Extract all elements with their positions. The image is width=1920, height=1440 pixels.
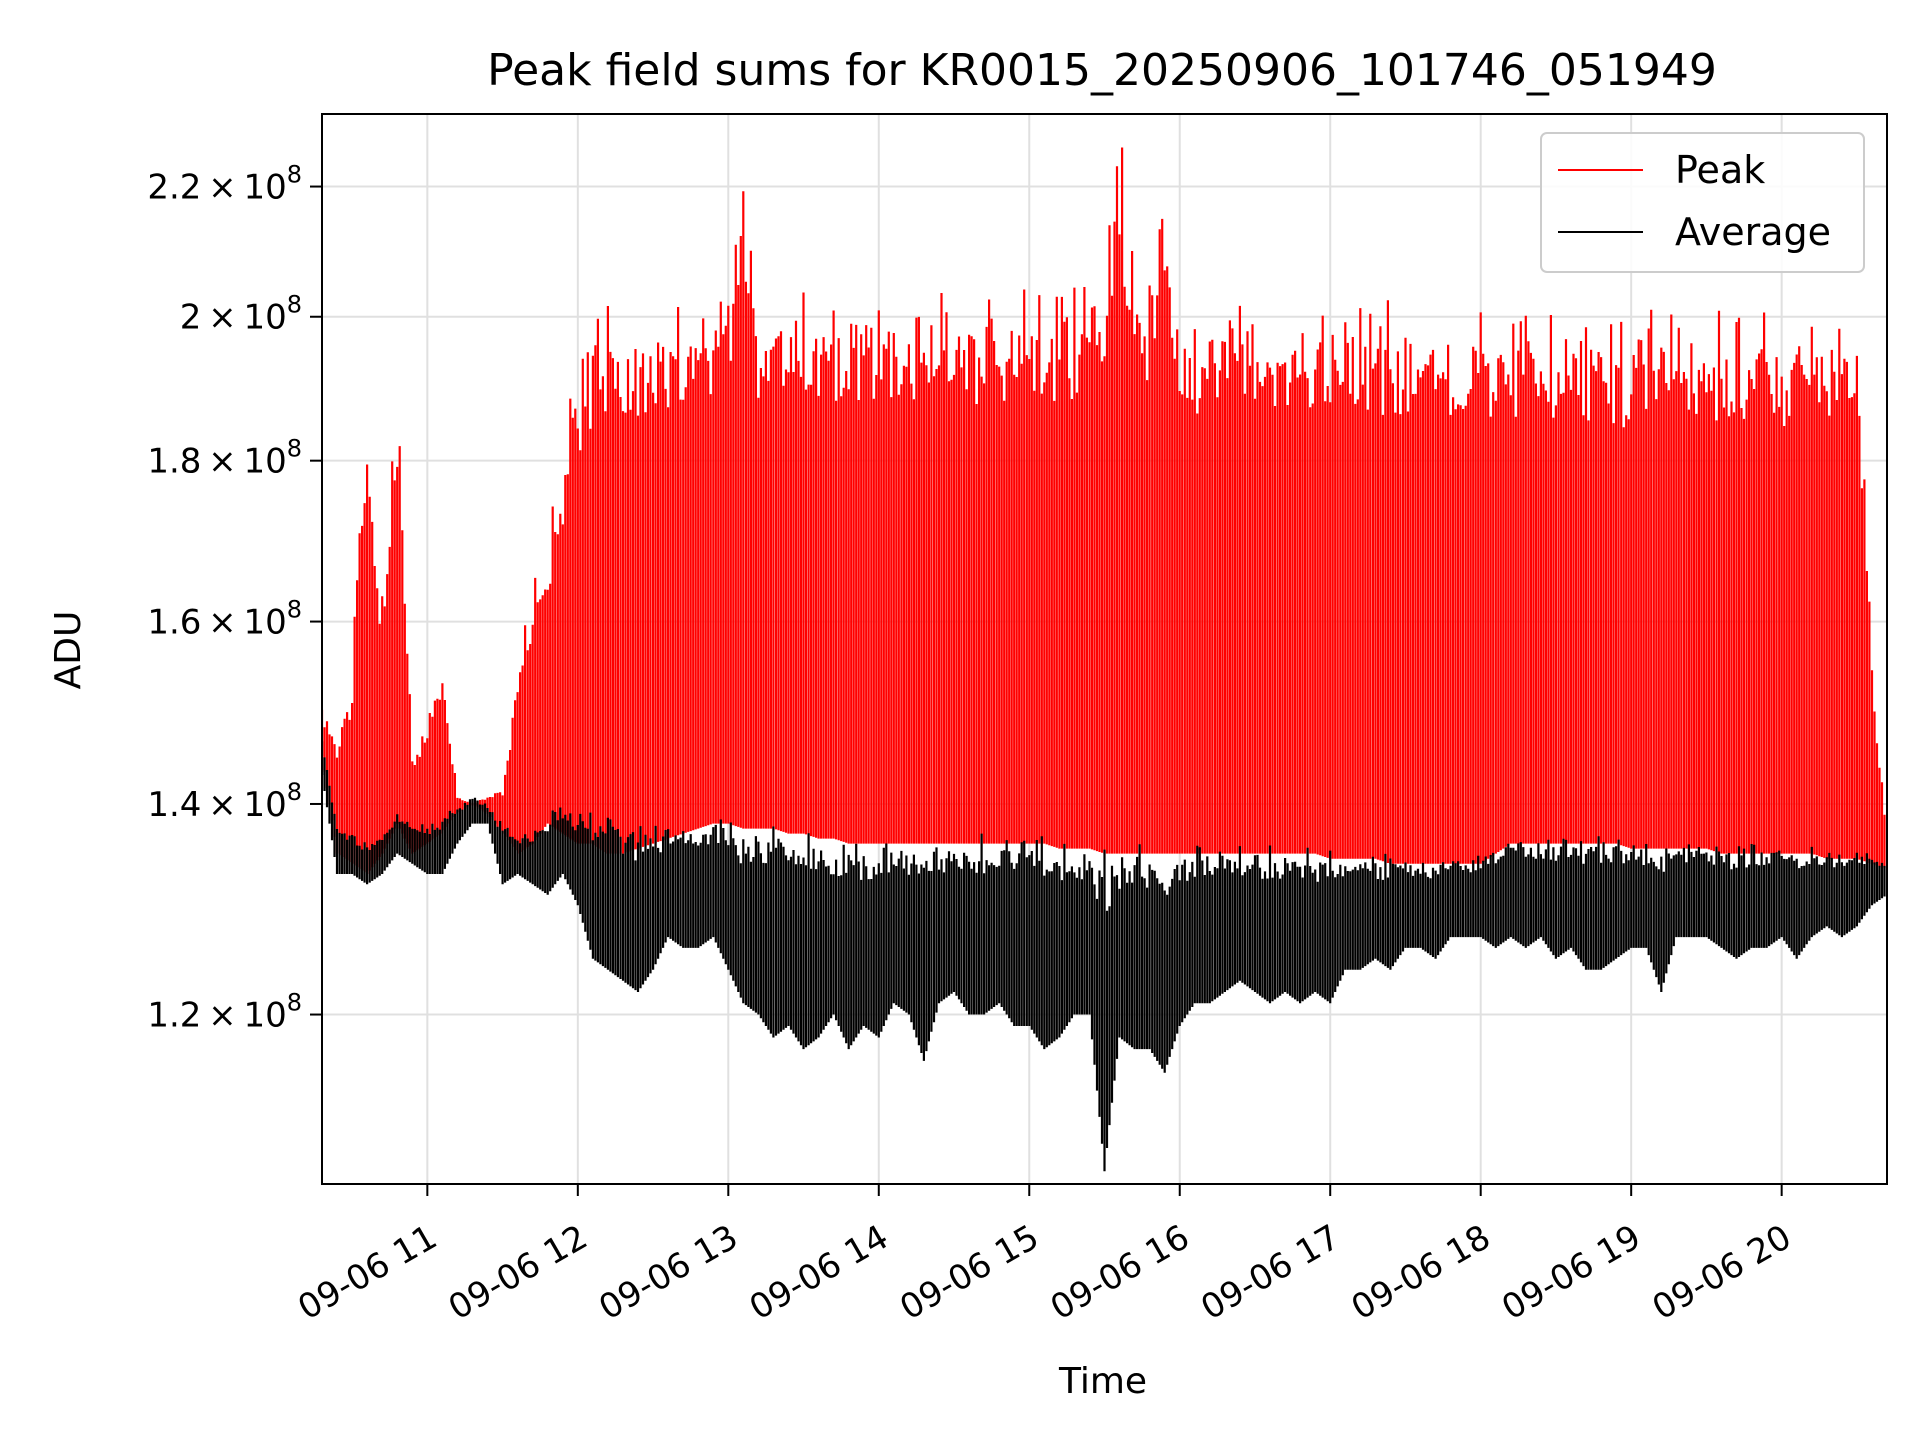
legend-box — [1540, 132, 1865, 273]
y-tick-label: 1.6 × 108 — [147, 596, 302, 643]
legend-label-average: Average — [1675, 210, 1831, 254]
series-average-line — [322, 741, 1886, 1172]
y-tick-label: 1.4 × 108 — [147, 778, 302, 825]
y-axis: 1.2 × 108 1.4 × 108 1.6 × 108 1.8 × 108 2 × … — [147, 161, 322, 1036]
series-layer — [322, 147, 1886, 1172]
y-tick-label: 2 × 108 — [180, 291, 302, 338]
y-axis-label: ADU — [48, 611, 89, 690]
y-tick-label: 2.2 × 108 — [147, 161, 302, 208]
y-tick-label: 1.8 × 108 — [147, 435, 302, 482]
plot-frame — [321, 113, 1888, 1185]
plot-area — [322, 147, 1886, 1172]
x-axis-label: Time — [1058, 1361, 1147, 1402]
legend: Peak Average — [1540, 132, 1865, 273]
series-peak-line — [322, 147, 1886, 874]
legend-label-peak: Peak — [1675, 148, 1765, 192]
series-average — [322, 741, 1886, 1172]
series-peak — [322, 147, 1886, 874]
y-tick-label: 1.2 × 108 — [147, 989, 302, 1036]
chart-title: Peak field sums for KR0015_20250906_1017… — [487, 45, 1717, 96]
